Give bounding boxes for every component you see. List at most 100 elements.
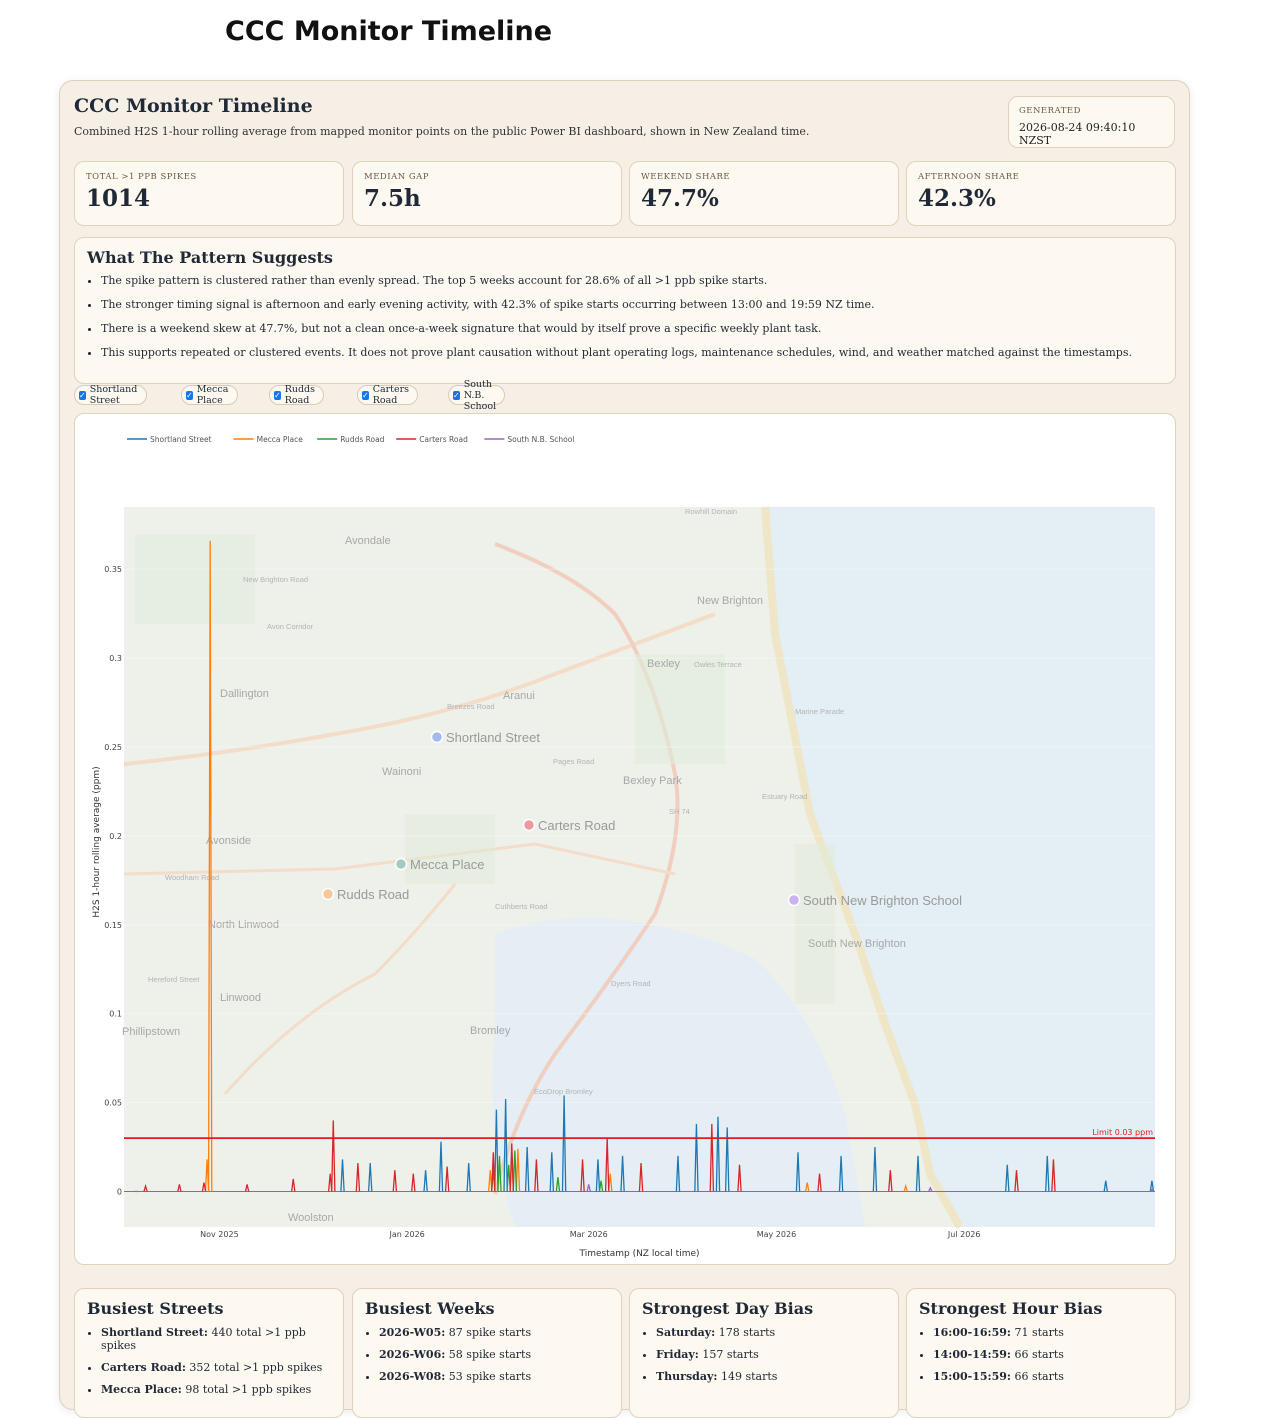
- checkbox-checked-icon[interactable]: ✓: [453, 390, 460, 400]
- legend-item[interactable]: Rudds Road: [317, 435, 385, 444]
- map-place-label: SH 74: [669, 807, 690, 816]
- map-marker-icon: [394, 857, 408, 871]
- legend-item[interactable]: Shortland Street: [127, 435, 212, 444]
- spike-mark: [928, 1186, 933, 1192]
- spike-mark: [534, 1159, 539, 1192]
- spike-mark: [487, 1170, 493, 1192]
- map-place-label: Estuary Road: [762, 792, 807, 801]
- map-place-label: Aranui: [503, 690, 535, 702]
- insight-item: The spike pattern is clustered rather th…: [101, 273, 1163, 288]
- card-item: Thursday: 149 starts: [656, 1370, 886, 1383]
- spike-mark: [1149, 1188, 1155, 1192]
- spike-mark: [491, 1152, 496, 1192]
- generated-box: GENERATED 2026-08-24 09:40:10 NZST: [1008, 96, 1175, 148]
- map-background: [123, 506, 1155, 1229]
- page-title: CCC Monitor Timeline: [225, 16, 553, 47]
- spike-mark: [838, 1155, 844, 1192]
- spike-mark: [438, 1141, 444, 1192]
- spike-mark: [1051, 1159, 1056, 1192]
- spike-mark: [466, 1162, 471, 1192]
- filter-mecca-place[interactable]: ✓ Mecca Place: [181, 384, 238, 406]
- legend-item[interactable]: South N.B. School: [484, 435, 574, 444]
- legend-label: Rudds Road: [340, 435, 384, 444]
- map-place-label: Avonside: [206, 835, 251, 847]
- insight-item: This supports repeated or clustered even…: [101, 345, 1163, 360]
- spike-mark: [638, 1162, 644, 1192]
- legend-label: Carters Road: [419, 435, 468, 444]
- legend-item[interactable]: Carters Road: [396, 435, 468, 444]
- filter-carters-road[interactable]: ✓ Carters Road: [357, 384, 419, 406]
- dashboard-panel: CCC Monitor Timeline Combined H2S 1-hour…: [59, 80, 1190, 1418]
- panel-subtitle: Combined H2S 1-hour rolling average from…: [74, 125, 810, 138]
- series-carters-road: [143, 1120, 1056, 1192]
- insight-item: There is a weekend skew at 47.7%, but no…: [101, 321, 1163, 336]
- spike-mark: [515, 1148, 521, 1192]
- map-place-label: Breezes Road: [447, 702, 495, 711]
- stat-value: 1014: [86, 185, 151, 212]
- panel-title: CCC Monitor Timeline: [74, 95, 313, 117]
- map-place-label: Bexley: [647, 658, 681, 670]
- map-marker-icon: [321, 887, 335, 901]
- checkbox-checked-icon[interactable]: ✓: [79, 390, 86, 400]
- spike-mark: [795, 1152, 801, 1192]
- series-shortland-street: [340, 1095, 1155, 1192]
- stat-value: 47.7%: [641, 185, 719, 212]
- map-place-label: Linwood: [220, 992, 261, 1004]
- spike-mark: [804, 1182, 810, 1192]
- stat-label: WEEKEND SHARE: [641, 172, 731, 182]
- limit-label: Limit 0.03 ppm: [1092, 1128, 1153, 1137]
- card-item: 14:00-14:59: 66 starts: [933, 1348, 1163, 1361]
- spike-mark: [244, 1184, 250, 1192]
- checkbox-checked-icon[interactable]: ✓: [362, 390, 369, 400]
- chart-legend[interactable]: Shortland Street Mecca Place Rudds Road Car…: [127, 435, 574, 444]
- map-place-label: Marine Parade: [795, 707, 844, 716]
- checkbox-checked-icon[interactable]: ✓: [186, 390, 193, 400]
- spike-mark: [207, 540, 213, 1192]
- map-marker-label: Carters Road: [538, 818, 615, 833]
- card-item: Mecca Place: 98 total >1 ppb spikes: [101, 1383, 331, 1396]
- y-tick-label: 0.25: [104, 743, 122, 752]
- spike-mark: [497, 1155, 502, 1192]
- legend-item[interactable]: Mecca Place: [233, 435, 304, 444]
- x-tick-label: May 2026: [757, 1230, 796, 1239]
- insights-title: What The Pattern Suggests: [87, 248, 333, 267]
- x-tick-label: Jul 2026: [947, 1230, 981, 1239]
- card-item: Friday: 157 starts: [656, 1348, 886, 1361]
- filter-south-nb-school[interactable]: ✓ South N.B. School: [448, 379, 506, 412]
- spike-mark: [872, 1146, 878, 1192]
- y-axis-title: H2S 1-hour rolling average (ppm): [92, 766, 102, 917]
- busiest-streets-card: Busiest Streets Shortland Street: 440 to…: [74, 1288, 344, 1418]
- spike-mark: [549, 1152, 555, 1192]
- filter-rudds-road[interactable]: ✓ Rudds Road: [269, 384, 325, 406]
- map-place-label: Wainoni: [382, 766, 421, 778]
- map-place-label: New Brighton: [697, 595, 763, 607]
- card-title: Strongest Day Bias: [642, 1299, 814, 1318]
- spike-mark: [694, 1123, 699, 1192]
- spike-mark: [555, 1177, 561, 1192]
- filter-label: Shortland Street: [89, 384, 138, 406]
- timeline-chart[interactable]: Shortland Street Carters Road Mecca Place R…: [75, 414, 1176, 1265]
- map-place-label: Woodham Road: [165, 873, 219, 882]
- spike-mark: [367, 1162, 373, 1192]
- card-item: Shortland Street: 440 total >1 ppb spike…: [101, 1326, 331, 1352]
- card-item: 2026-W06: 58 spike starts: [379, 1348, 609, 1361]
- checkbox-checked-icon[interactable]: ✓: [274, 390, 281, 400]
- legend-label: Shortland Street: [150, 435, 212, 444]
- x-tick-label: Mar 2026: [570, 1230, 608, 1239]
- y-tick-label: 0: [117, 1187, 122, 1196]
- y-tick-label: 0.2: [109, 832, 122, 841]
- map-place-label: Pages Road: [553, 757, 594, 766]
- filter-shortland-street[interactable]: ✓ Shortland Street: [74, 384, 147, 406]
- y-tick-label: 0.15: [104, 921, 122, 930]
- map-place-label: Avon Corridor: [267, 622, 314, 631]
- card-item: 16:00-16:59: 71 starts: [933, 1326, 1163, 1339]
- spike-mark: [201, 1182, 207, 1192]
- spike-mark: [503, 1098, 508, 1192]
- map-marker-icon: [430, 730, 444, 744]
- day-bias-card: Strongest Day Bias Saturday: 178 starts …: [629, 1288, 899, 1418]
- insights-list: The spike pattern is clustered rather th…: [87, 273, 1163, 360]
- stat-value: 42.3%: [918, 185, 996, 212]
- y-tick-label: 0.05: [104, 1099, 122, 1108]
- spike-mark: [709, 1123, 715, 1192]
- map-marker-label: Shortland Street: [446, 730, 540, 745]
